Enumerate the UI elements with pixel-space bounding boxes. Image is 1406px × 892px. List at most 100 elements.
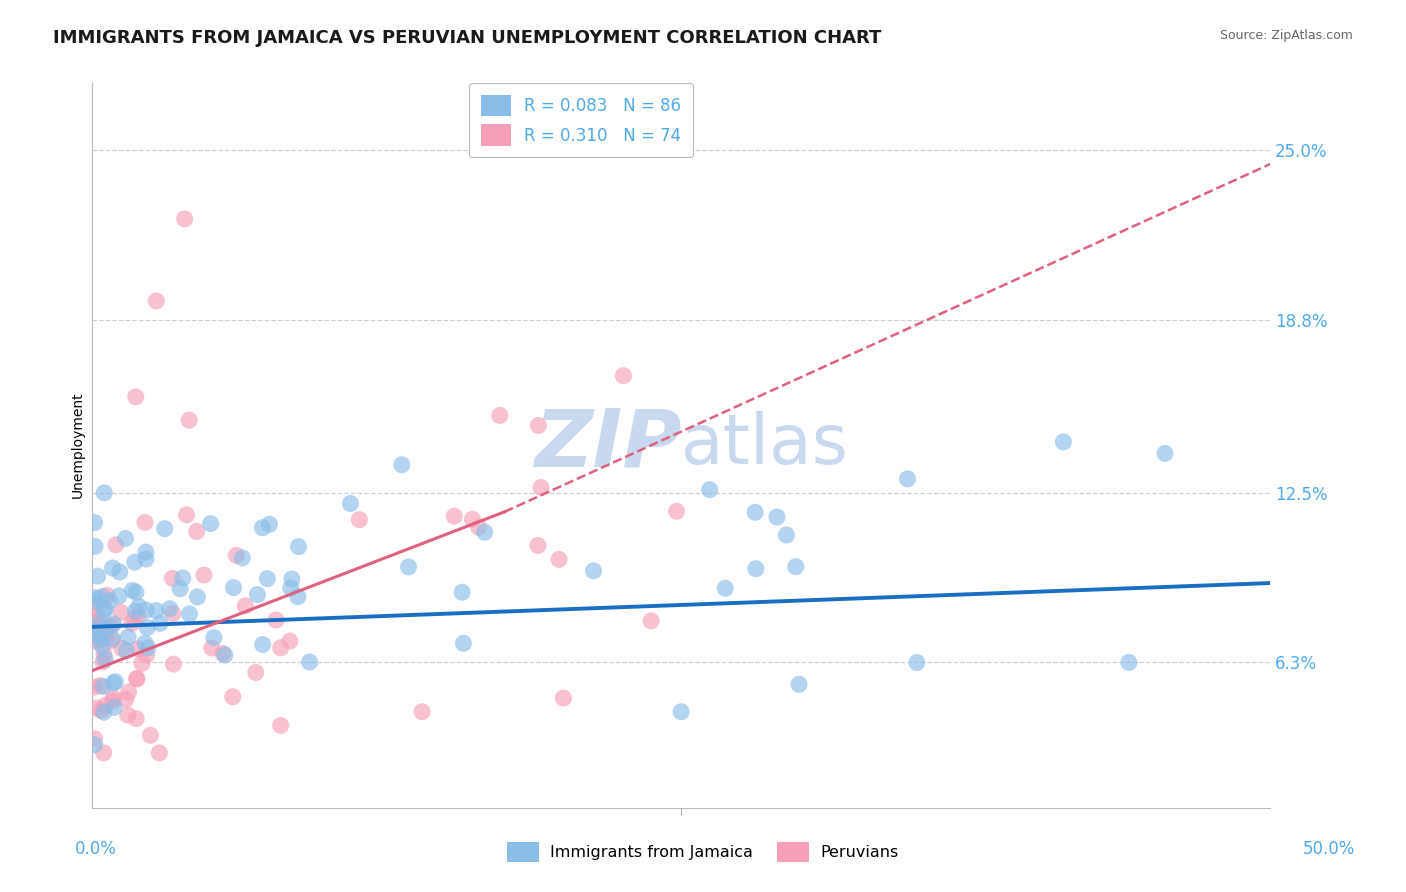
- Point: [124, 555, 146, 569]
- Point: [339, 496, 361, 510]
- Point: [744, 505, 766, 519]
- Point: [93, 603, 115, 617]
- Point: [121, 583, 143, 598]
- Point: [200, 516, 222, 531]
- Point: [86, 609, 108, 624]
- Point: [451, 585, 474, 599]
- Point: [127, 609, 149, 624]
- Point: [553, 691, 575, 706]
- Point: [270, 718, 292, 732]
- Point: [101, 694, 124, 708]
- Text: IMMIGRANTS FROM JAMAICA VS PERUVIAN UNEMPLOYMENT CORRELATION CHART: IMMIGRANTS FROM JAMAICA VS PERUVIAN UNEM…: [53, 29, 882, 46]
- Point: [89, 632, 111, 647]
- Point: [162, 607, 184, 621]
- Point: [89, 679, 111, 693]
- Point: [103, 675, 125, 690]
- Point: [117, 630, 139, 644]
- Point: [173, 211, 195, 226]
- Point: [96, 631, 118, 645]
- Point: [179, 413, 201, 427]
- Point: [256, 572, 278, 586]
- Point: [114, 532, 136, 546]
- Point: [145, 604, 167, 618]
- Point: [259, 517, 281, 532]
- Point: [135, 648, 157, 662]
- Point: [91, 655, 114, 669]
- Point: [159, 601, 181, 615]
- Point: [101, 561, 124, 575]
- Point: [89, 615, 111, 630]
- Point: [671, 705, 693, 719]
- Point: [488, 409, 510, 423]
- Point: [83, 600, 105, 615]
- Point: [193, 568, 215, 582]
- Point: [93, 647, 115, 661]
- Point: [83, 731, 105, 746]
- Point: [169, 582, 191, 596]
- Point: [527, 418, 550, 433]
- Point: [108, 589, 131, 603]
- Point: [145, 293, 167, 308]
- Point: [84, 591, 107, 605]
- Point: [201, 640, 224, 655]
- Point: [101, 632, 124, 646]
- Point: [115, 692, 138, 706]
- Point: [86, 701, 108, 715]
- Point: [97, 619, 120, 633]
- Point: [87, 629, 110, 643]
- Point: [443, 509, 465, 524]
- Point: [118, 685, 141, 699]
- Point: [131, 657, 153, 671]
- Point: [103, 616, 125, 631]
- Point: [176, 508, 198, 522]
- Point: [91, 680, 114, 694]
- Point: [148, 746, 170, 760]
- Point: [179, 607, 201, 621]
- Point: [222, 690, 245, 704]
- Point: [411, 705, 433, 719]
- Point: [103, 700, 125, 714]
- Point: [135, 545, 157, 559]
- Point: [287, 590, 309, 604]
- Point: [124, 604, 146, 618]
- Point: [186, 590, 208, 604]
- Point: [530, 481, 553, 495]
- Point: [202, 631, 225, 645]
- Point: [231, 550, 253, 565]
- Point: [246, 588, 269, 602]
- Point: [461, 512, 484, 526]
- Point: [96, 622, 118, 636]
- Point: [84, 634, 107, 648]
- Point: [125, 390, 148, 404]
- Point: [89, 619, 111, 633]
- Point: [117, 708, 139, 723]
- Point: [905, 656, 928, 670]
- Point: [287, 540, 309, 554]
- Point: [125, 712, 148, 726]
- Point: [1052, 434, 1074, 449]
- Point: [298, 655, 321, 669]
- Point: [136, 621, 159, 635]
- Point: [127, 641, 149, 656]
- Point: [270, 640, 292, 655]
- Point: [612, 368, 634, 383]
- Point: [453, 636, 475, 650]
- Legend: Immigrants from Jamaica, Peruvians: Immigrants from Jamaica, Peruvians: [501, 836, 905, 868]
- Text: atlas: atlas: [682, 411, 849, 478]
- Point: [548, 552, 571, 566]
- Point: [94, 602, 117, 616]
- Point: [527, 538, 550, 552]
- Point: [104, 674, 127, 689]
- Point: [84, 624, 107, 639]
- Point: [766, 510, 789, 524]
- Point: [93, 485, 115, 500]
- Text: 50.0%: 50.0%: [1302, 840, 1355, 858]
- Point: [787, 677, 810, 691]
- Point: [162, 571, 184, 585]
- Point: [349, 512, 371, 526]
- Point: [153, 522, 176, 536]
- Point: [83, 680, 105, 694]
- Point: [110, 605, 132, 619]
- Point: [1154, 446, 1177, 460]
- Point: [714, 582, 737, 596]
